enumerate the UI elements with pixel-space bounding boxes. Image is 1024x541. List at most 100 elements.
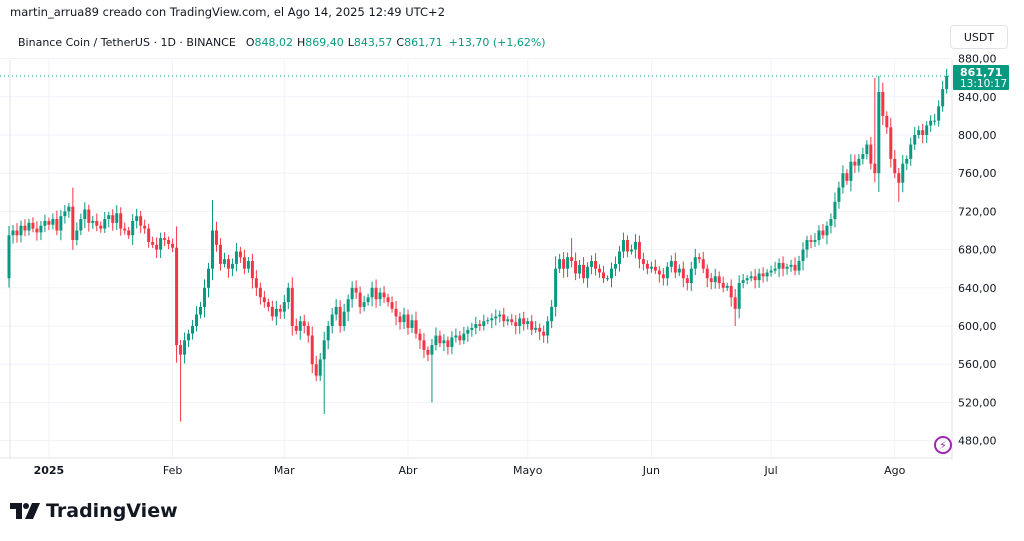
candle-up bbox=[769, 270, 773, 273]
candle-up bbox=[131, 220, 135, 236]
candle-up bbox=[187, 333, 191, 341]
symbol-legend: Binance Coin / TetherUS · 1D · BINANCE O… bbox=[10, 32, 546, 52]
candle-down bbox=[705, 268, 709, 279]
change-value: +13,70 (+1,62%) bbox=[448, 35, 546, 49]
candle-down bbox=[147, 228, 151, 242]
candle-down bbox=[151, 241, 155, 245]
candle-up bbox=[737, 283, 741, 309]
candle-up bbox=[191, 326, 195, 334]
candle-up bbox=[322, 340, 326, 360]
candle-up bbox=[207, 268, 210, 288]
lightning-icon[interactable]: ⚡ bbox=[934, 436, 952, 454]
symbol-name[interactable]: Binance Coin / TetherUS · 1D · BINANCE bbox=[18, 35, 236, 49]
candle-up bbox=[937, 106, 941, 121]
y-tick-label: 520,00 bbox=[958, 396, 997, 409]
candle-down bbox=[250, 261, 254, 279]
candle-up bbox=[470, 327, 474, 330]
candle-up bbox=[913, 135, 917, 145]
candle-up bbox=[841, 173, 845, 188]
candle-down bbox=[398, 316, 402, 323]
candle-down bbox=[422, 340, 426, 350]
candle-up bbox=[933, 120, 937, 122]
candle-down bbox=[885, 115, 889, 128]
candle-up bbox=[813, 240, 817, 242]
candle-up bbox=[43, 220, 47, 226]
candle-down bbox=[171, 243, 175, 248]
candle-down bbox=[673, 261, 677, 273]
candle-up bbox=[402, 314, 406, 323]
close-value: 861,71 bbox=[404, 35, 443, 49]
candle-up bbox=[849, 161, 853, 181]
candle-up bbox=[613, 263, 617, 269]
candle-down bbox=[845, 173, 849, 181]
candle-up bbox=[518, 318, 522, 326]
candle-up bbox=[199, 306, 203, 315]
candle-down bbox=[306, 326, 310, 336]
high-value: 869,40 bbox=[305, 35, 344, 49]
candle-up bbox=[19, 225, 23, 236]
y-tick-label: 720,00 bbox=[958, 205, 997, 218]
y-tick-label: 880,00 bbox=[958, 53, 997, 66]
candle-up bbox=[83, 209, 87, 220]
candle-up bbox=[378, 292, 382, 300]
candle-down bbox=[681, 268, 685, 279]
candle-up bbox=[929, 120, 933, 126]
candle-up bbox=[462, 333, 466, 341]
candle-up bbox=[274, 308, 278, 317]
candle-up bbox=[550, 306, 554, 322]
candle-down bbox=[179, 345, 183, 355]
candle-down bbox=[15, 230, 19, 236]
candle-down bbox=[478, 324, 482, 326]
candle-up bbox=[833, 201, 837, 220]
candle-up bbox=[534, 327, 538, 330]
candle-up bbox=[103, 219, 107, 229]
candle-down bbox=[717, 276, 721, 284]
candle-down bbox=[254, 278, 258, 288]
candle-up bbox=[586, 266, 590, 279]
candle-up bbox=[609, 268, 613, 279]
x-tick-label: Mayo bbox=[513, 464, 543, 477]
candle-up bbox=[183, 340, 187, 355]
candle-down bbox=[582, 264, 586, 279]
candle-up bbox=[817, 230, 821, 241]
candle-down bbox=[139, 216, 143, 226]
x-tick-label: Jun bbox=[642, 464, 660, 477]
candle-down bbox=[218, 244, 222, 264]
candle-down bbox=[701, 259, 705, 269]
candle-down bbox=[374, 287, 378, 300]
candle-up bbox=[865, 144, 869, 155]
candle-down bbox=[538, 327, 542, 332]
candle-up bbox=[39, 225, 43, 233]
candle-down bbox=[873, 163, 877, 174]
candle-down bbox=[394, 308, 398, 317]
candle-up bbox=[749, 276, 753, 279]
y-tick-label: 480,00 bbox=[958, 435, 997, 448]
candle-down bbox=[438, 335, 442, 344]
candle-up bbox=[474, 324, 478, 328]
x-tick-label: Jul bbox=[763, 464, 777, 477]
candle-down bbox=[226, 259, 230, 269]
candle-up bbox=[925, 125, 929, 135]
candle-down bbox=[821, 230, 825, 236]
candle-down bbox=[625, 240, 629, 252]
candle-up bbox=[945, 76, 949, 90]
candle-down bbox=[426, 349, 430, 355]
candle-up bbox=[63, 211, 67, 217]
candle-up bbox=[486, 320, 490, 322]
candle-up bbox=[410, 320, 414, 328]
candle-up bbox=[434, 335, 438, 346]
candle-down bbox=[175, 247, 179, 346]
candle-down bbox=[893, 158, 897, 174]
currency-button[interactable]: USDT bbox=[950, 25, 1008, 49]
candle-up bbox=[490, 318, 494, 321]
candle-down bbox=[594, 261, 598, 269]
candle-up bbox=[837, 187, 841, 202]
candle-down bbox=[709, 278, 713, 283]
candle-up bbox=[801, 249, 805, 262]
candle-down bbox=[266, 302, 270, 307]
y-tick-label: 640,00 bbox=[958, 282, 997, 295]
chart-credit: martin_arrua89 creado con TradingView.co… bbox=[10, 5, 446, 19]
candle-down bbox=[127, 230, 131, 236]
x-tick-label: 2025 bbox=[34, 464, 65, 477]
